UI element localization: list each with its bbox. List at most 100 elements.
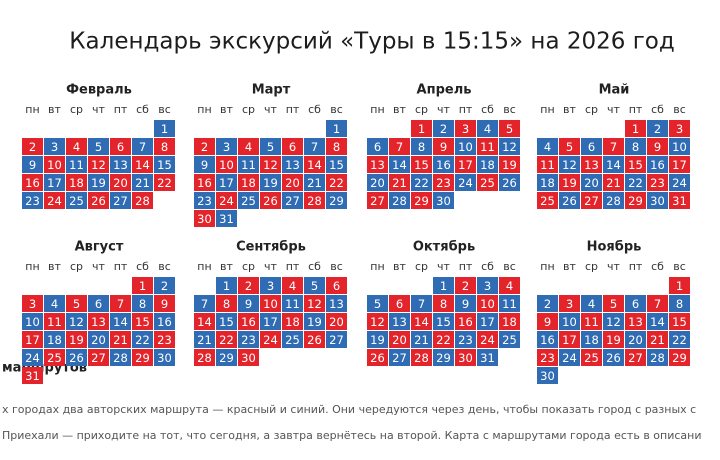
day-cell xyxy=(260,174,281,191)
day-cell xyxy=(455,120,476,137)
day-cell xyxy=(559,192,580,209)
day-number: 12 xyxy=(263,158,278,172)
day-cell xyxy=(88,349,109,366)
day-number: 11 xyxy=(285,297,300,311)
day-cell xyxy=(433,313,454,330)
day-cell xyxy=(22,156,43,173)
day-cell xyxy=(625,156,646,173)
day-number: 27 xyxy=(285,194,300,208)
day-cell xyxy=(304,138,325,155)
day-number: 4 xyxy=(544,140,551,154)
day-cell xyxy=(433,192,454,209)
day-cell xyxy=(499,277,520,294)
day-cell xyxy=(88,313,109,330)
day-cell xyxy=(238,174,259,191)
day-cell xyxy=(537,138,558,155)
weekday: пт xyxy=(114,260,128,273)
weekday: вс xyxy=(503,103,516,116)
day-number: 16 xyxy=(25,176,40,190)
day-number: 24 xyxy=(219,194,234,208)
day-cell xyxy=(110,313,131,330)
day-cell xyxy=(304,331,325,348)
day-cell xyxy=(22,313,43,330)
month-name: Август xyxy=(75,240,124,255)
day-number: 26 xyxy=(606,351,621,365)
day-cell xyxy=(433,120,454,137)
weekday: чт xyxy=(264,260,277,273)
day-number: 5 xyxy=(73,297,80,311)
day-number: 27 xyxy=(584,194,599,208)
day-cell xyxy=(433,156,454,173)
day-number: 15 xyxy=(219,315,234,329)
day-cell xyxy=(669,277,690,294)
day-cell xyxy=(455,156,476,173)
day-number: 10 xyxy=(47,158,62,172)
day-number: 21 xyxy=(135,176,150,190)
day-number: 24 xyxy=(562,351,577,365)
day-number: 3 xyxy=(29,297,36,311)
day-number: 9 xyxy=(462,297,469,311)
day-number: 13 xyxy=(285,158,300,172)
weekday: пт xyxy=(629,260,643,273)
day-number: 16 xyxy=(157,315,172,329)
weekday: сб xyxy=(481,103,494,116)
day-number: 27 xyxy=(392,351,407,365)
day-cell xyxy=(110,174,131,191)
day-cell xyxy=(88,295,109,312)
day-number: 11 xyxy=(540,158,555,172)
day-number: 18 xyxy=(47,333,62,347)
day-cell xyxy=(216,277,237,294)
day-number: 7 xyxy=(139,140,146,154)
day-number: 4 xyxy=(51,297,58,311)
day-cell xyxy=(669,192,690,209)
day-cell xyxy=(411,138,432,155)
day-number: 28 xyxy=(414,351,429,365)
day-number: 5 xyxy=(610,297,617,311)
day-number: 28 xyxy=(197,351,212,365)
day-number: 5 xyxy=(374,297,381,311)
day-number: 16 xyxy=(458,315,473,329)
day-number: 26 xyxy=(69,351,84,365)
weekday: ср xyxy=(415,260,428,273)
day-number: 19 xyxy=(370,333,385,347)
day-cell xyxy=(66,138,87,155)
day-number: 7 xyxy=(201,297,208,311)
day-cell xyxy=(44,295,65,312)
day-number: 30 xyxy=(458,351,473,365)
day-number: 6 xyxy=(396,297,403,311)
day-cell xyxy=(260,138,281,155)
day-cell xyxy=(647,120,668,137)
day-number: 21 xyxy=(606,176,621,190)
day-cell xyxy=(282,192,303,209)
day-number: 16 xyxy=(650,158,665,172)
weekday: пт xyxy=(459,103,473,116)
day-cell xyxy=(647,349,668,366)
day-cell xyxy=(537,331,558,348)
day-number: 16 xyxy=(540,333,555,347)
day-cell xyxy=(194,313,215,330)
weekday: ср xyxy=(585,260,598,273)
day-cell xyxy=(455,277,476,294)
day-cell xyxy=(194,192,215,209)
day-cell xyxy=(669,156,690,173)
day-cell xyxy=(282,313,303,330)
day-cell xyxy=(132,331,153,348)
day-number: 18 xyxy=(241,176,256,190)
day-cell xyxy=(477,295,498,312)
day-cell xyxy=(154,120,175,137)
day-cell xyxy=(110,138,131,155)
day-number: 12 xyxy=(307,297,322,311)
day-cell xyxy=(110,295,131,312)
day-number: 1 xyxy=(139,279,146,293)
day-cell xyxy=(194,138,215,155)
day-number: 31 xyxy=(672,194,687,208)
day-number: 1 xyxy=(161,122,168,136)
day-cell xyxy=(260,295,281,312)
day-cell xyxy=(559,313,580,330)
day-cell xyxy=(537,367,558,384)
day-number: 24 xyxy=(25,351,40,365)
day-cell xyxy=(625,331,646,348)
day-cell xyxy=(603,138,624,155)
day-cell xyxy=(326,313,347,330)
day-cell xyxy=(603,174,624,191)
